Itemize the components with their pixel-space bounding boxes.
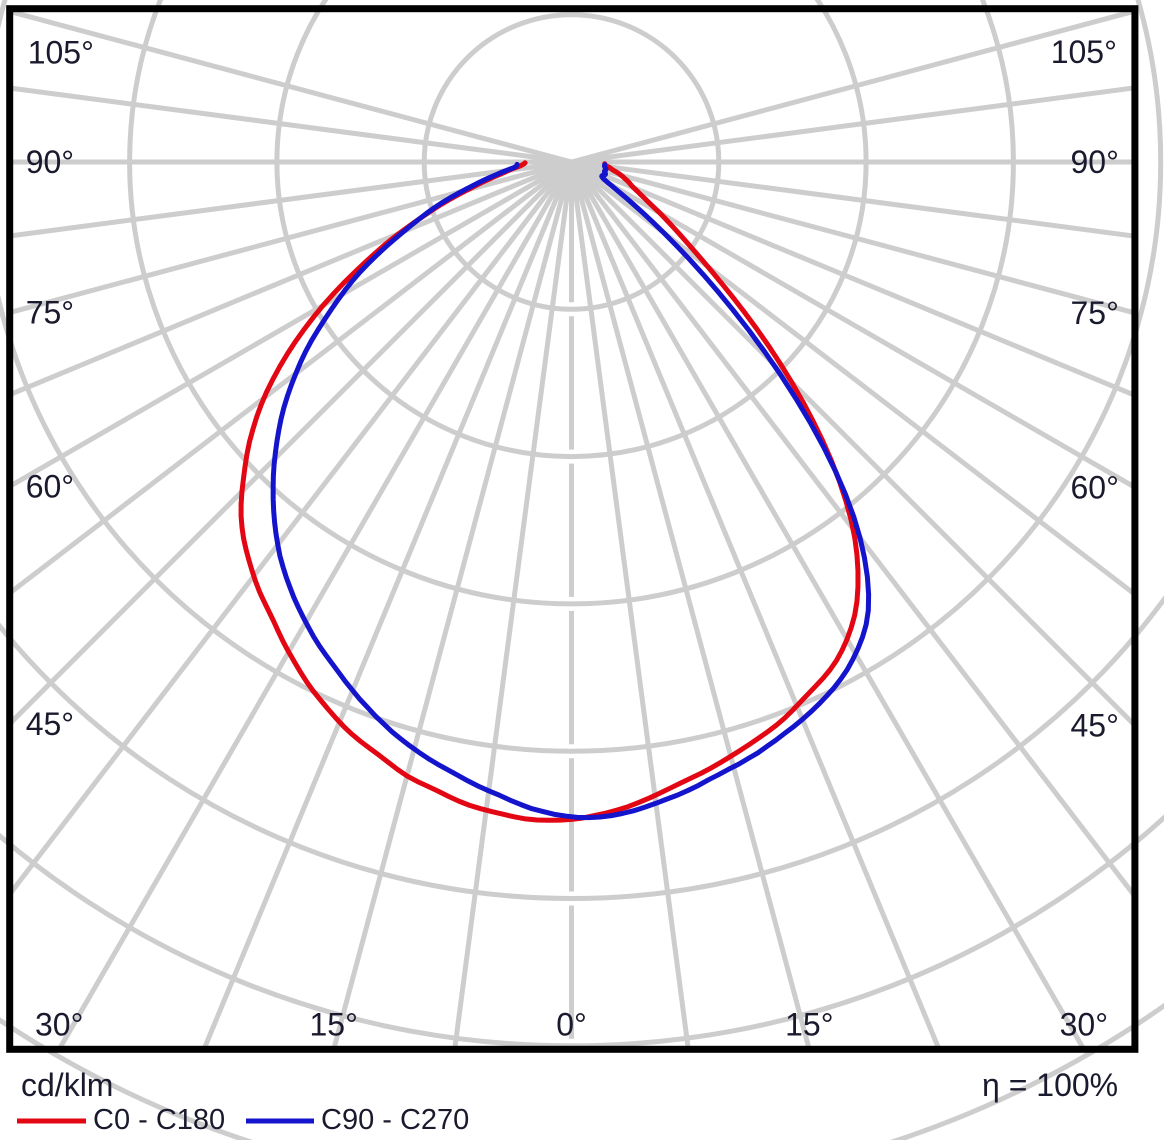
svg-text:45°: 45° <box>1071 707 1119 743</box>
svg-text:30°: 30° <box>35 1006 83 1042</box>
svg-text:105°: 105° <box>28 35 94 71</box>
svg-text:60°: 60° <box>26 468 74 504</box>
svg-text:90°: 90° <box>1071 144 1119 180</box>
svg-text:15°: 15° <box>310 1006 358 1042</box>
svg-text:15°: 15° <box>785 1006 833 1042</box>
svg-text:75°: 75° <box>26 295 74 331</box>
svg-text:75°: 75° <box>1071 295 1119 331</box>
svg-text:105°: 105° <box>1051 34 1117 70</box>
svg-text:30°: 30° <box>1060 1006 1108 1042</box>
svg-text:45°: 45° <box>26 706 74 742</box>
svg-text:0°: 0° <box>556 1006 587 1042</box>
svg-text:90°: 90° <box>26 144 74 180</box>
svg-text:60°: 60° <box>1071 469 1119 505</box>
